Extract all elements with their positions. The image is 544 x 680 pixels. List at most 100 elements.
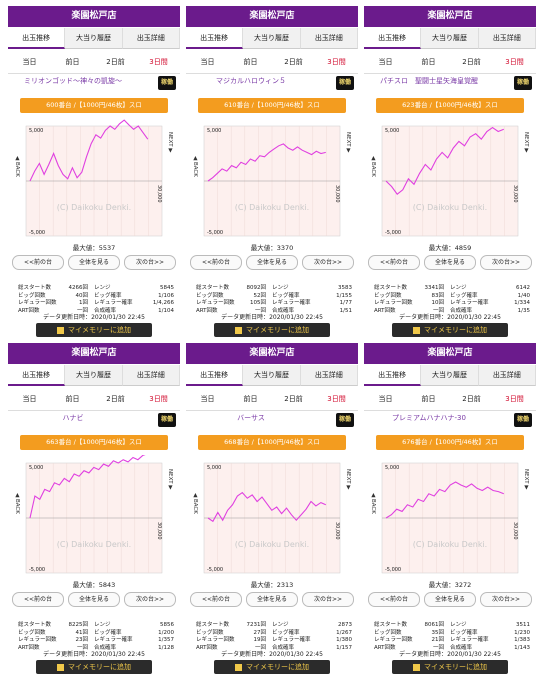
- day-1[interactable]: 前日: [243, 58, 258, 66]
- add-my-memory-button[interactable]: マイメモリーに追加: [392, 660, 508, 674]
- next-arrow[interactable]: NEXT ▶: [523, 132, 529, 153]
- max-number: 2313: [276, 581, 294, 589]
- day-2[interactable]: 2日前: [106, 395, 125, 403]
- axis-label-right: 30,000: [512, 185, 518, 203]
- day-0[interactable]: 当日: [22, 58, 37, 66]
- back-arrow[interactable]: ◀ BACK: [192, 493, 198, 514]
- add-my-memory-button[interactable]: マイメモリーに追加: [36, 323, 152, 337]
- stat-label: ART回数: [374, 307, 396, 314]
- day-3[interactable]: 3日間: [327, 395, 346, 403]
- tab-2[interactable]: 出玉詳細: [478, 365, 536, 386]
- add-my-memory-button[interactable]: マイメモリーに追加: [214, 323, 330, 337]
- day-0[interactable]: 当日: [378, 395, 393, 403]
- tab-1[interactable]: 大当り履歴: [65, 365, 123, 386]
- nav-buttons: <<前の台 全体を見る 次の台>>: [12, 255, 176, 270]
- back-arrow[interactable]: ◀ BACK: [192, 156, 198, 177]
- next-machine-button[interactable]: 次の台>>: [302, 255, 354, 270]
- day-0[interactable]: 当日: [22, 395, 37, 403]
- add-my-memory-button[interactable]: マイメモリーに追加: [36, 660, 152, 674]
- stat-label: ビッグ回数: [196, 292, 224, 299]
- stat-label: ART回数: [374, 644, 396, 651]
- day-0[interactable]: 当日: [200, 395, 215, 403]
- day-0[interactable]: 当日: [378, 58, 393, 66]
- next-machine-button[interactable]: 次の台>>: [480, 255, 532, 270]
- next-arrow[interactable]: NEXT ▶: [167, 469, 173, 490]
- tab-0[interactable]: 出玉推移: [8, 365, 66, 386]
- next-arrow[interactable]: NEXT ▶: [345, 132, 351, 153]
- stat-label: レギュラー確率: [94, 637, 133, 643]
- stat-value: 105回: [250, 300, 266, 306]
- stat-value: 2873: [338, 622, 352, 628]
- next-machine-button[interactable]: 次の台>>: [124, 592, 176, 607]
- tab-2[interactable]: 出玉詳細: [122, 28, 180, 49]
- tab-0[interactable]: 出玉推移: [364, 28, 422, 49]
- next-machine-button[interactable]: 次の台>>: [302, 592, 354, 607]
- shop-header: 楽園松戸店: [8, 343, 180, 364]
- day-2[interactable]: 2日前: [462, 395, 481, 403]
- day-2[interactable]: 2日前: [284, 395, 303, 403]
- view-all-button[interactable]: 全体を見る: [424, 592, 476, 607]
- back-arrow[interactable]: ◀ BACK: [14, 493, 20, 514]
- view-all-button[interactable]: 全体を見る: [424, 255, 476, 270]
- prev-machine-button[interactable]: <<前の台: [190, 592, 242, 607]
- tab-1[interactable]: 大当り履歴: [421, 365, 479, 386]
- day-3[interactable]: 3日間: [149, 58, 168, 66]
- day-3[interactable]: 3日間: [327, 58, 346, 66]
- day-1[interactable]: 前日: [65, 395, 80, 403]
- tab-1[interactable]: 大当り履歴: [243, 28, 301, 49]
- view-all-button[interactable]: 全体を見る: [246, 592, 298, 607]
- tab-1[interactable]: 大当り履歴: [243, 365, 301, 386]
- update-label: データ更新日時：: [221, 651, 270, 658]
- tab-2[interactable]: 出玉詳細: [300, 28, 358, 49]
- stats-table: 総スタート数 8061回 レンジ 3511 ビッグ回数 35回 ビッグ確率 1/230 レギュラ…: [374, 622, 534, 652]
- back-arrow[interactable]: ◀ BACK: [370, 156, 376, 177]
- tab-0[interactable]: 出玉推移: [8, 28, 66, 49]
- tab-1[interactable]: 大当り履歴: [421, 28, 479, 49]
- day-3[interactable]: 3日間: [149, 395, 168, 403]
- watermark: (C) Daikoku Denki.: [57, 203, 131, 212]
- next-machine-button[interactable]: 次の台>>: [480, 592, 532, 607]
- prev-machine-button[interactable]: <<前の台: [12, 255, 64, 270]
- stats-row: 総スタート数 8092回 レンジ 3583: [196, 285, 356, 293]
- next-machine-button[interactable]: 次の台>>: [124, 255, 176, 270]
- tab-0[interactable]: 出玉推移: [186, 365, 244, 386]
- tab-2[interactable]: 出玉詳細: [300, 365, 358, 386]
- day-2[interactable]: 2日前: [106, 58, 125, 66]
- prev-machine-button[interactable]: <<前の台: [368, 592, 420, 607]
- stat-value: 1/4,266: [152, 300, 174, 306]
- add-my-memory-button[interactable]: マイメモリーに追加: [392, 323, 508, 337]
- machine-name: ハナビ: [62, 414, 84, 422]
- day-2[interactable]: 2日前: [284, 58, 303, 66]
- day-1[interactable]: 前日: [243, 395, 258, 403]
- day-1[interactable]: 前日: [421, 58, 436, 66]
- day-3[interactable]: 3日間: [505, 58, 524, 66]
- axis-label-right: 30,000: [156, 185, 162, 203]
- next-arrow[interactable]: NEXT ▶: [523, 469, 529, 490]
- day-1[interactable]: 前日: [421, 395, 436, 403]
- stats-row: 総スタート数 8225回 レンジ 5856: [18, 622, 178, 630]
- prev-machine-button[interactable]: <<前の台: [190, 255, 242, 270]
- add-my-memory-button[interactable]: マイメモリーに追加: [214, 660, 330, 674]
- stat-value: 一回: [254, 307, 266, 314]
- view-all-button[interactable]: 全体を見る: [68, 592, 120, 607]
- tab-0[interactable]: 出玉推移: [364, 365, 422, 386]
- day-0[interactable]: 当日: [200, 58, 215, 66]
- stats-row: ビッグ回数 40回 ビッグ確率 1/106: [18, 293, 178, 301]
- day-1[interactable]: 前日: [65, 58, 80, 66]
- prev-machine-button[interactable]: <<前の台: [12, 592, 64, 607]
- tab-1[interactable]: 大当り履歴: [65, 28, 123, 49]
- tab-2[interactable]: 出玉詳細: [478, 28, 536, 49]
- back-arrow[interactable]: ◀ BACK: [14, 156, 20, 177]
- next-arrow[interactable]: NEXT ▶: [345, 469, 351, 490]
- stat-value: 1/357: [158, 637, 174, 643]
- stats-row: ビッグ回数 27回 ビッグ確率 1/267: [196, 630, 356, 638]
- prev-machine-button[interactable]: <<前の台: [368, 255, 420, 270]
- day-2[interactable]: 2日前: [462, 58, 481, 66]
- tab-0[interactable]: 出玉推移: [186, 28, 244, 49]
- view-all-button[interactable]: 全体を見る: [246, 255, 298, 270]
- back-arrow[interactable]: ◀ BACK: [370, 493, 376, 514]
- next-arrow[interactable]: NEXT ▶: [167, 132, 173, 153]
- view-all-button[interactable]: 全体を見る: [68, 255, 120, 270]
- day-3[interactable]: 3日間: [505, 395, 524, 403]
- tab-2[interactable]: 出玉詳細: [122, 365, 180, 386]
